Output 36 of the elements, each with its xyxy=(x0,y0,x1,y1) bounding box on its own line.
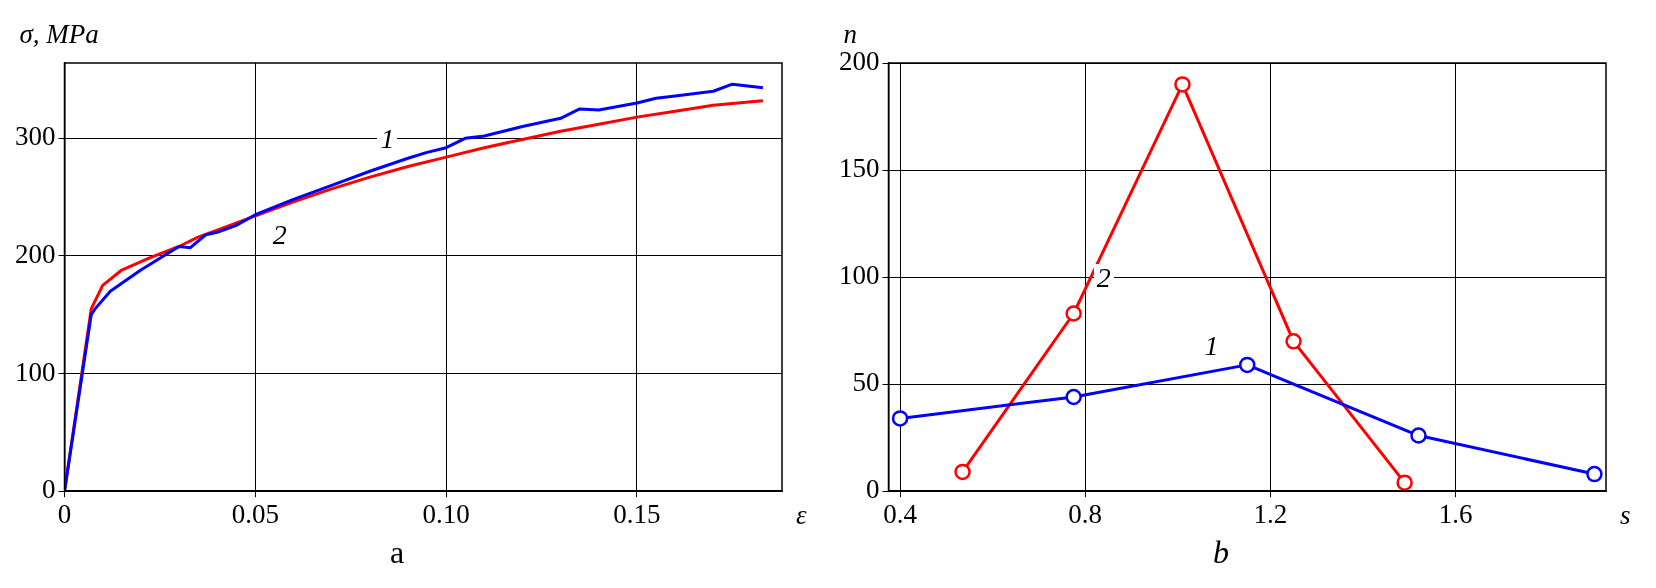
point xyxy=(891,410,909,427)
series-label: 1 xyxy=(377,123,398,155)
point xyxy=(1239,356,1256,374)
x-axis-title: ε xyxy=(796,499,807,530)
x-tick-label: 0.10 xyxy=(422,499,470,530)
y-axis-title: n xyxy=(843,18,857,49)
text: a xyxy=(389,534,405,571)
series-label: 1 xyxy=(1201,329,1222,361)
y-tick-label: 100 xyxy=(839,260,880,291)
x-tick-label: 0.15 xyxy=(613,499,661,530)
x-tick-label: 0.8 xyxy=(1068,499,1103,530)
y-tick-label: 0 xyxy=(866,474,880,505)
y-tick-label: 0 xyxy=(42,474,56,505)
point xyxy=(1285,333,1302,350)
point xyxy=(1410,427,1427,444)
y-tick-label: 100 xyxy=(15,356,56,387)
x-tick-label: 1.6 xyxy=(1438,499,1473,530)
y-tick-label: 50 xyxy=(852,367,880,398)
series-label: 2 xyxy=(269,218,290,250)
point xyxy=(1586,465,1603,483)
x-tick-label: 0.05 xyxy=(231,499,279,530)
y-tick-label: 150 xyxy=(839,153,880,184)
point xyxy=(954,463,971,481)
point xyxy=(1065,305,1082,322)
text: b xyxy=(1213,534,1229,571)
x-tick-label: 0.4 xyxy=(883,499,918,530)
point xyxy=(1396,474,1413,491)
x-axis-title: s xyxy=(1620,499,1631,530)
y-tick-label: 200 xyxy=(839,46,880,77)
y-tick-label: 200 xyxy=(15,239,56,270)
point xyxy=(1065,388,1082,406)
y-axis-title: σ, MPa xyxy=(19,18,99,49)
series-label: 2 xyxy=(1093,262,1114,294)
y-tick-label: 300 xyxy=(15,121,56,152)
x-tick-label: 1.2 xyxy=(1253,499,1288,530)
point xyxy=(1174,76,1191,93)
